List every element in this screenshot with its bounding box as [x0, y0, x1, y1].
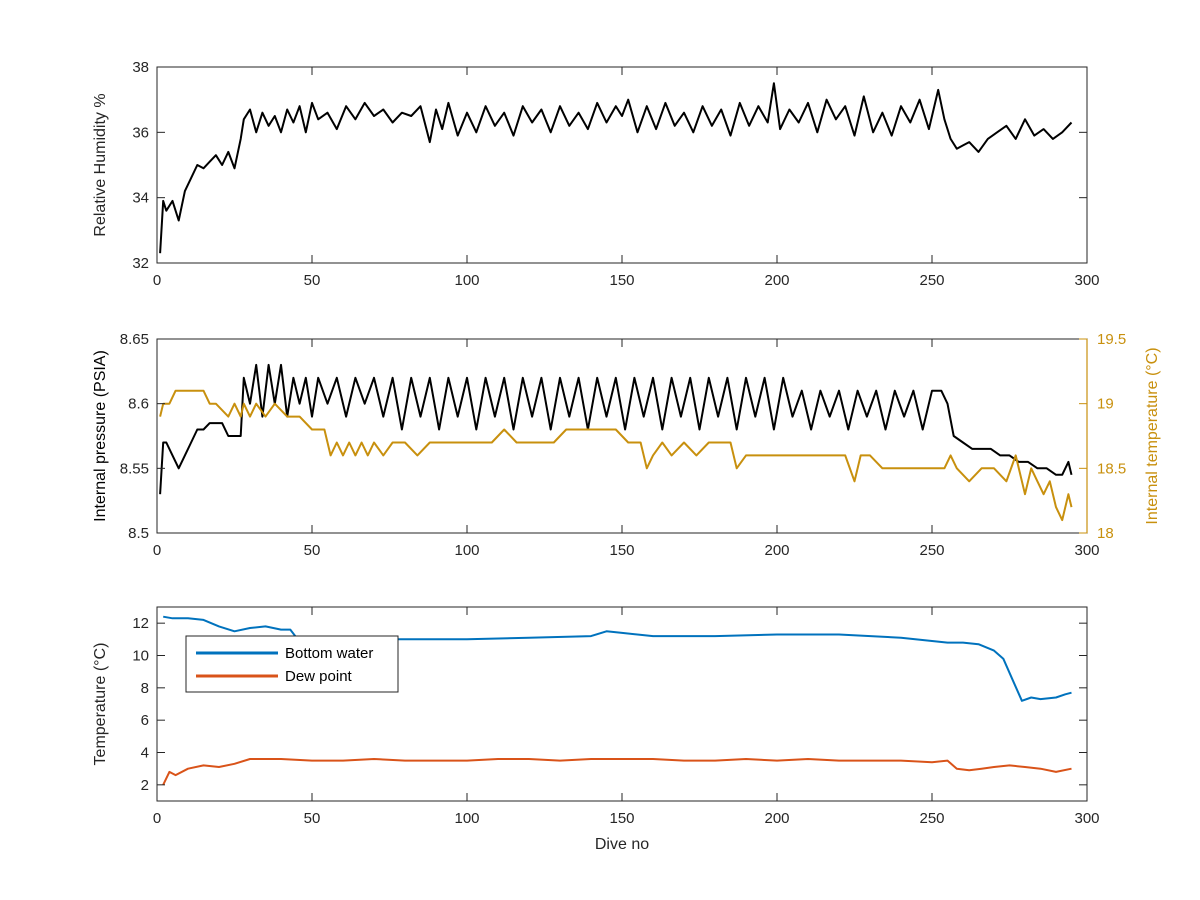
x-tick-label: 200 [764, 810, 789, 827]
y-tick-label: 12 [132, 615, 149, 632]
x-tick-label: 300 [1074, 542, 1099, 559]
y-tick-label: 8 [141, 680, 149, 697]
x-tick-label: 50 [304, 542, 321, 559]
x-tick-label: 300 [1074, 810, 1099, 827]
x-tick-label: 250 [919, 542, 944, 559]
y-tick-label: 4 [141, 745, 149, 762]
x-tick-label: 0 [153, 810, 161, 827]
legend: Bottom water Dew point [185, 635, 399, 693]
y-tick-label: 38 [132, 59, 149, 76]
panel-1: 0 50 100 150 200 250 300 32 34 36 38 Relative Humid… [92, 59, 1100, 289]
series-1-line [159, 82, 1073, 254]
y-tick-label: 10 [132, 648, 149, 665]
panel-3: 0 50 100 150 200 250 300 2 4 6 8 10 12 Temperature (°… [92, 606, 1100, 853]
y-right-tick-label: 18 [1097, 525, 1114, 542]
x-tick-label: 100 [454, 810, 479, 827]
y-tick-label: 34 [132, 190, 149, 207]
x-tick-label: 250 [919, 810, 944, 827]
dew-point-line [162, 758, 1072, 786]
x-tick-label: 200 [764, 272, 789, 289]
x-tick-label: 250 [919, 272, 944, 289]
legend-entry: Dew point [285, 668, 353, 685]
x-tick-label: 200 [764, 542, 789, 559]
y-tick-label: 36 [132, 124, 149, 141]
y-axis-label: Relative Humidity % [92, 93, 109, 236]
y-tick-label: 32 [132, 255, 149, 272]
y-axis-label: Internal pressure (PSIA) [92, 350, 109, 522]
x-axis-label: Dive no [595, 836, 649, 853]
y-right-tick-label: 18.5 [1097, 460, 1126, 477]
x-tick-label: 150 [609, 810, 634, 827]
x-tick-label: 300 [1074, 272, 1099, 289]
x-tick-label: 0 [153, 272, 161, 289]
y-tick-label: 8.5 [128, 525, 149, 542]
y-tick-label: 8.65 [120, 331, 149, 348]
y-tick-label: 8.6 [128, 396, 149, 413]
axes-box [156, 66, 1088, 264]
bottom-water-line [163, 615, 1072, 702]
y-right-tick-label: 19 [1097, 396, 1114, 413]
y-right-tick-label: 19.5 [1097, 331, 1126, 348]
y-right-axis-label: Internal temperature (°C) [1144, 347, 1161, 524]
legend-entry: Bottom water [285, 645, 373, 662]
legend-box [185, 635, 399, 693]
y-tick-label: 2 [141, 777, 149, 794]
panel-2: 0 50 100 150 200 250 300 8.5 8.55 8.6 8.65 18 18.5 19… [92, 331, 1161, 559]
x-tick-label: 0 [153, 542, 161, 559]
series-1-line [159, 363, 1073, 495]
x-tick-label: 50 [304, 810, 321, 827]
x-tick-label: 100 [454, 272, 479, 289]
x-tick-label: 150 [609, 542, 634, 559]
series-2-line [159, 389, 1073, 522]
x-tick-label: 50 [304, 272, 321, 289]
y-tick-label: 8.55 [120, 460, 149, 477]
x-tick-label: 100 [454, 542, 479, 559]
y-tick-label: 6 [141, 712, 149, 729]
y-axis-label: Temperature (°C) [92, 643, 109, 766]
x-tick-label: 150 [609, 272, 634, 289]
